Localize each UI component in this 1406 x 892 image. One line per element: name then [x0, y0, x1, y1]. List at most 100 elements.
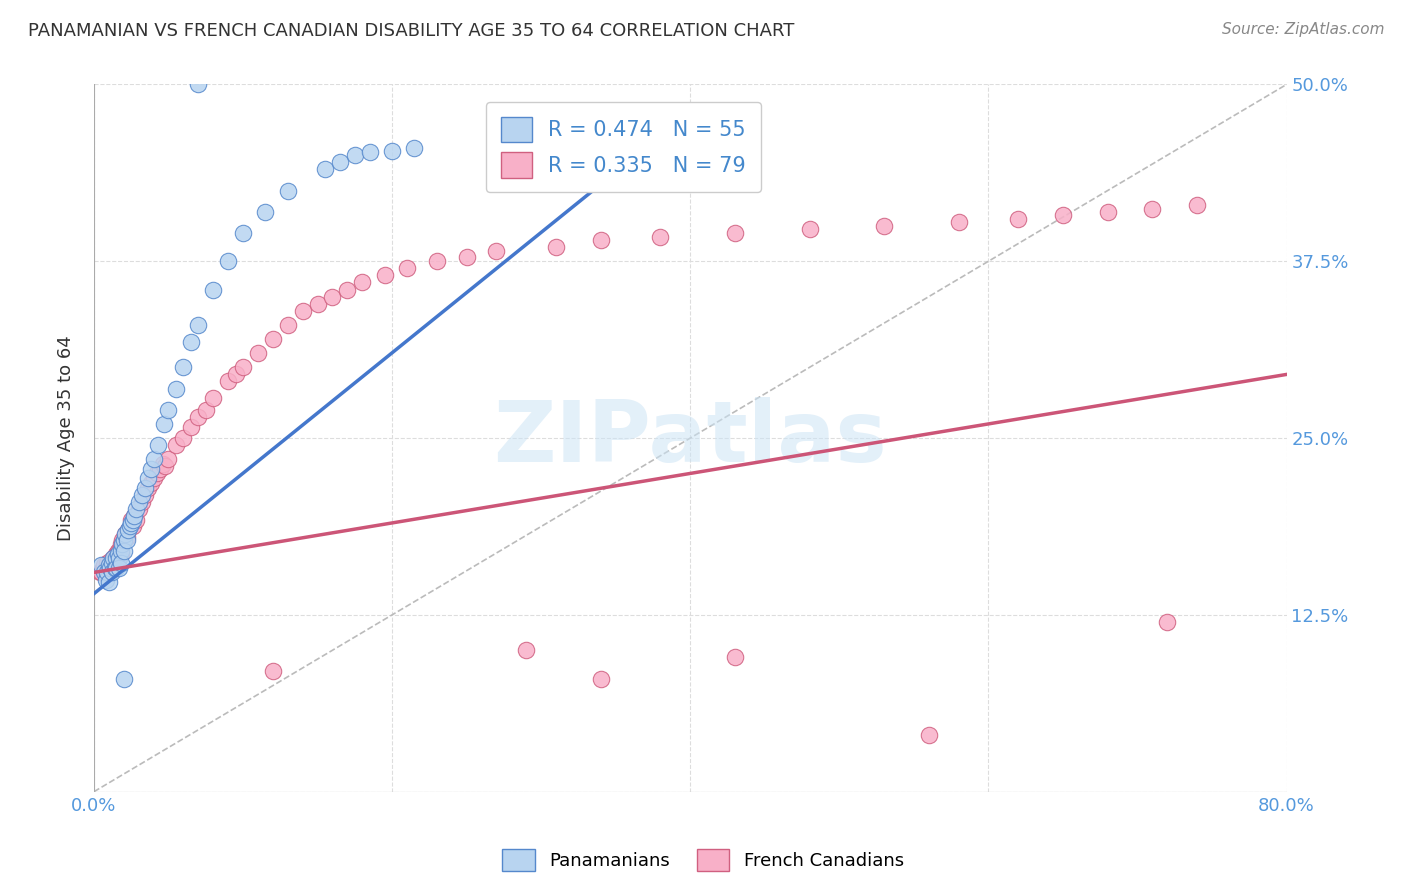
Point	[105, 551, 128, 566]
Point	[262, 332, 284, 346]
Point	[131, 494, 153, 508]
Text: PANAMANIAN VS FRENCH CANADIAN DISABILITY AGE 35 TO 64 CORRELATION CHART: PANAMANIAN VS FRENCH CANADIAN DISABILITY…	[28, 22, 794, 40]
Point	[89, 566, 111, 580]
Point	[112, 533, 135, 547]
Point	[180, 334, 202, 349]
Point	[307, 296, 329, 310]
Point	[426, 254, 449, 268]
Point	[121, 513, 143, 527]
Point	[115, 533, 138, 547]
Point	[91, 561, 114, 575]
Point	[97, 566, 120, 580]
Point	[121, 518, 143, 533]
Point	[136, 481, 159, 495]
Point	[96, 556, 118, 570]
Point	[194, 402, 217, 417]
Point	[120, 516, 142, 530]
Point	[110, 556, 132, 570]
Point	[1156, 615, 1178, 629]
Point	[124, 501, 146, 516]
Point	[485, 244, 508, 259]
Point	[110, 544, 132, 558]
Point	[724, 650, 747, 665]
Point	[120, 513, 142, 527]
Point	[374, 268, 396, 283]
Point	[114, 527, 136, 541]
Point	[187, 318, 209, 332]
Point	[93, 566, 115, 580]
Point	[122, 508, 145, 523]
Point	[724, 226, 747, 240]
Point	[112, 533, 135, 547]
Point	[124, 513, 146, 527]
Point	[142, 452, 165, 467]
Point	[155, 459, 177, 474]
Point	[153, 417, 176, 431]
Point	[97, 558, 120, 573]
Point	[291, 303, 314, 318]
Point	[94, 561, 117, 575]
Point	[111, 537, 134, 551]
Point	[115, 530, 138, 544]
Point	[232, 226, 254, 240]
Point	[90, 558, 112, 573]
Point	[104, 551, 127, 566]
Point	[225, 368, 247, 382]
Point	[589, 672, 612, 686]
Point	[101, 558, 124, 573]
Point	[262, 665, 284, 679]
Point	[103, 551, 125, 566]
Point	[314, 162, 336, 177]
Point	[101, 556, 124, 570]
Point	[202, 392, 225, 406]
Point	[873, 219, 896, 233]
Point	[108, 544, 131, 558]
Point	[134, 481, 156, 495]
Point	[546, 240, 568, 254]
Point	[1185, 197, 1208, 211]
Point	[107, 544, 129, 558]
Y-axis label: Disability Age 35 to 64: Disability Age 35 to 64	[58, 335, 75, 541]
Point	[343, 148, 366, 162]
Point	[142, 471, 165, 485]
Point	[103, 551, 125, 566]
Point	[104, 561, 127, 575]
Point	[136, 471, 159, 485]
Point	[98, 561, 121, 575]
Point	[157, 452, 180, 467]
Point	[108, 561, 131, 575]
Point	[122, 508, 145, 523]
Point	[254, 204, 277, 219]
Point	[918, 728, 941, 742]
Point	[128, 501, 150, 516]
Point	[948, 214, 970, 228]
Point	[101, 566, 124, 580]
Point	[112, 544, 135, 558]
Text: ZIPatlas: ZIPatlas	[494, 397, 887, 480]
Point	[108, 551, 131, 566]
Point	[395, 261, 418, 276]
Legend: R = 0.474   N = 55, R = 0.335   N = 79: R = 0.474 N = 55, R = 0.335 N = 79	[486, 102, 761, 193]
Point	[139, 462, 162, 476]
Point	[114, 527, 136, 541]
Point	[145, 467, 167, 481]
Point	[515, 643, 537, 657]
Point	[217, 254, 239, 268]
Point	[589, 233, 612, 247]
Point	[105, 556, 128, 570]
Point	[97, 558, 120, 573]
Point	[172, 431, 194, 445]
Point	[117, 523, 139, 537]
Point	[146, 438, 169, 452]
Point	[148, 462, 170, 476]
Point	[101, 556, 124, 570]
Point	[321, 290, 343, 304]
Point	[277, 318, 299, 332]
Point	[1142, 202, 1164, 216]
Point	[165, 438, 187, 452]
Point	[352, 276, 374, 290]
Point	[134, 488, 156, 502]
Point	[799, 221, 821, 235]
Point	[277, 184, 299, 198]
Point	[93, 558, 115, 573]
